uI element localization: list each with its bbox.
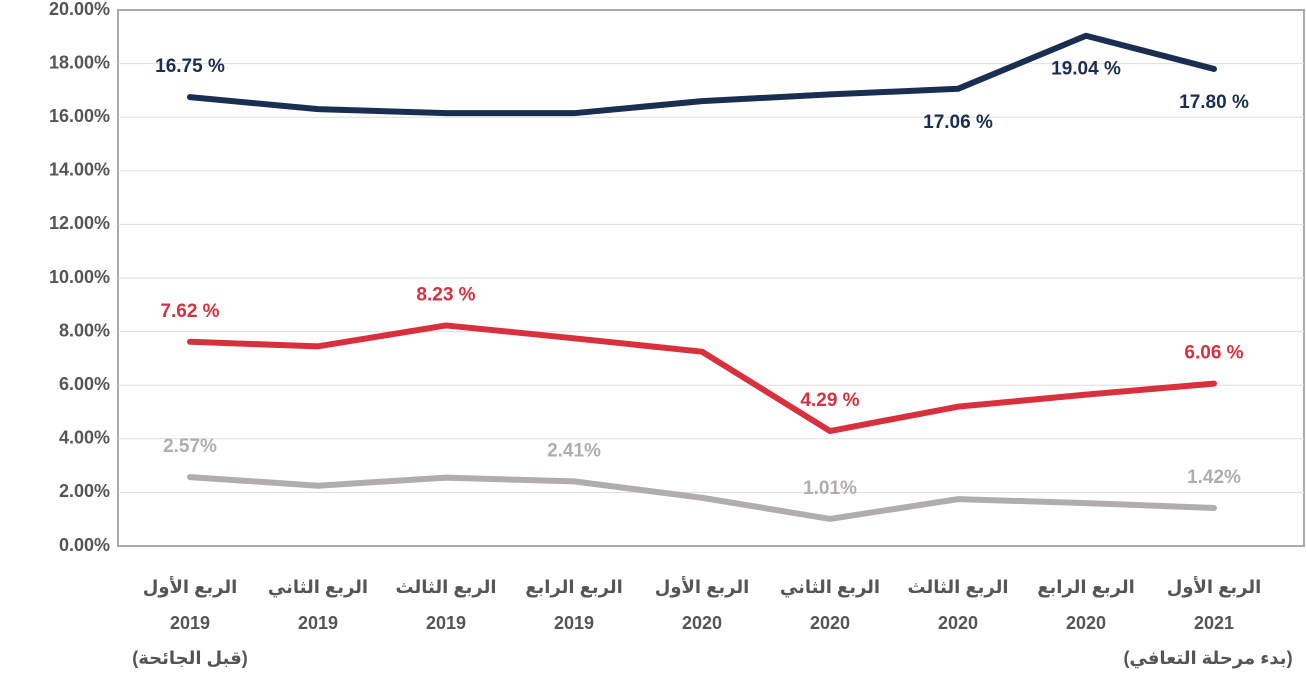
x-tick-label: 2019: [554, 613, 594, 633]
x-tick-label: 2020: [682, 613, 722, 633]
y-tick-label: 0.00%: [59, 535, 110, 555]
y-tick-label: 14.00%: [49, 160, 110, 180]
data-label: 1.01%: [803, 478, 857, 499]
y-tick-label: 8.00%: [59, 320, 110, 340]
x-tick-label: 2020: [810, 613, 850, 633]
line: [187, 474, 1217, 522]
annotation: (بدء مرحلة التعافي): [1123, 648, 1292, 669]
data-label: 17.06 %: [923, 112, 993, 133]
y-tick-label: 16.00%: [49, 106, 110, 126]
x-tick-label: 2021: [1194, 613, 1234, 633]
x-tick-label: 2019: [170, 613, 210, 633]
x-tick-label: الربع الثالث: [907, 577, 1008, 598]
data-label: 4.29 %: [800, 390, 859, 411]
y-tick-label: 18.00%: [49, 52, 110, 72]
data-label: 19.04 %: [1051, 59, 1121, 80]
x-tick-label: الربع الثاني: [268, 577, 368, 598]
x-tick-label: الربع الثالث: [395, 577, 496, 598]
x-tick-label: الربع الأول: [655, 576, 750, 598]
x-tick-label: الربع الرابع: [1037, 577, 1135, 598]
data-label: 17.80 %: [1179, 92, 1249, 113]
x-tick-label: الربع الأول: [143, 576, 238, 598]
data-label: 6.06 %: [1184, 343, 1243, 364]
data-label: 1.42%: [1187, 467, 1241, 488]
data-label: 2.41%: [547, 440, 601, 461]
y-tick-label: 20.00%: [49, 0, 110, 19]
x-tick-label: 2020: [938, 613, 978, 633]
x-tick-label: 2019: [298, 613, 338, 633]
data-label: 7.62 %: [160, 301, 219, 322]
x-tick-label: الربع الرابع: [525, 577, 623, 598]
y-tick-label: 4.00%: [59, 428, 110, 448]
y-tick-label: 12.00%: [49, 213, 110, 233]
line: [187, 32, 1217, 117]
x-tick-label: الربع الثاني: [780, 577, 880, 598]
line: [187, 322, 1217, 435]
x-tick-label: 2019: [426, 613, 466, 633]
y-tick-label: 2.00%: [59, 481, 110, 501]
x-tick-label: الربع الأول: [1167, 576, 1262, 598]
y-tick-label: 6.00%: [59, 374, 110, 394]
data-label: 8.23 %: [416, 284, 475, 305]
data-label: 16.75 %: [155, 56, 225, 77]
x-tick-label: 2020: [1066, 613, 1106, 633]
data-label: 2.57%: [163, 436, 217, 457]
annotation: (قبل الجائحة): [132, 648, 248, 668]
y-tick-label: 10.00%: [49, 267, 110, 287]
